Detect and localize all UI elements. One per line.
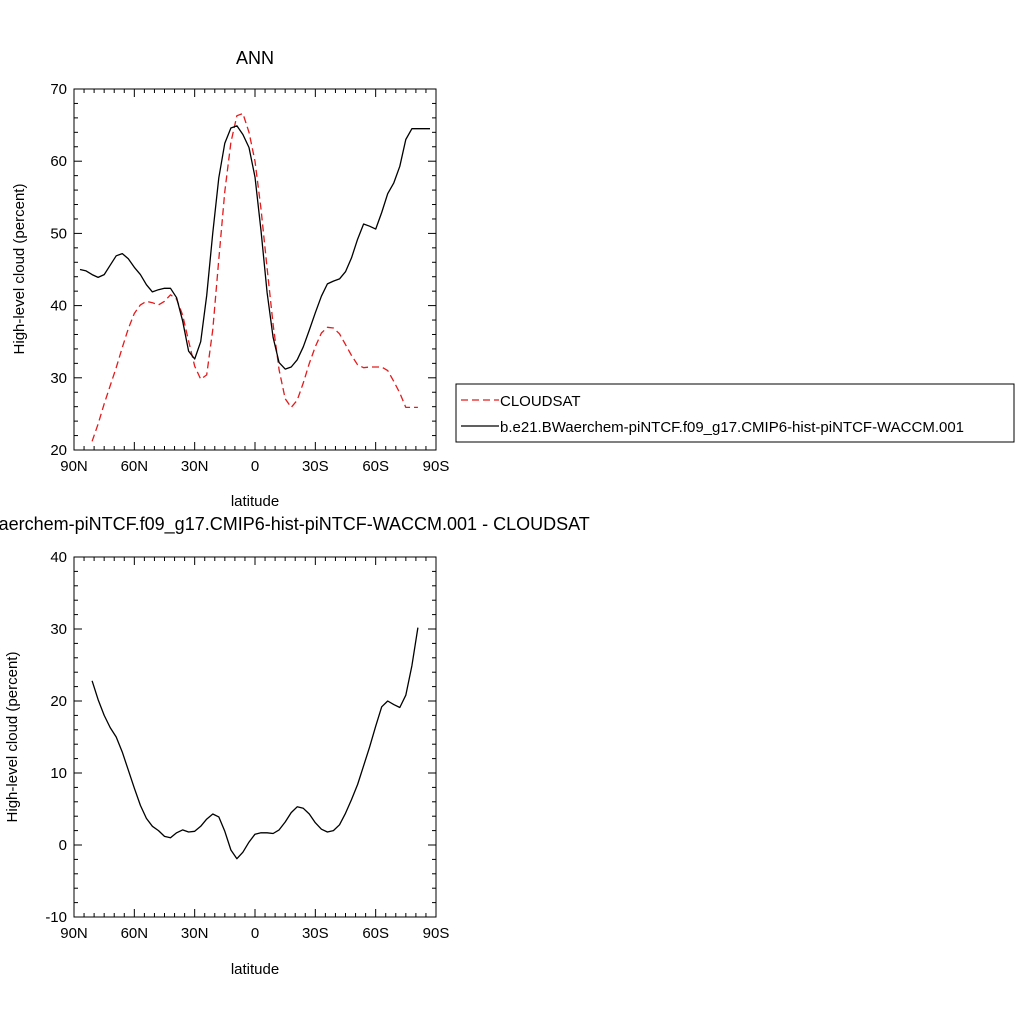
x-tick-label: 60S (362, 925, 389, 942)
y-tick-label: 40 (50, 298, 67, 315)
y-tick-label: -10 (45, 909, 67, 926)
bottom-chart-ticks: 90N 60N 30N 0 30S 60S 90S -10 0 10 20 30 40 (45, 549, 449, 942)
y-tick-label: 60 (50, 153, 67, 170)
bottom-chart-title: b.e21.BWaerchem-piNTCF.f09_g17.CMIP6-his… (0, 514, 590, 535)
x-tick-label: 90S (423, 925, 450, 942)
y-tick-label: 50 (50, 225, 67, 242)
y-tick-label: 20 (50, 442, 67, 459)
x-tick-label: 60N (121, 458, 149, 475)
x-tick-label: 30N (181, 925, 209, 942)
y-tick-label: 40 (50, 549, 67, 566)
x-tick-label: 30S (302, 925, 329, 942)
y-tick-label: 20 (50, 693, 67, 710)
x-tick-label: 30S (302, 458, 329, 475)
top-chart-series-line-cloudsat (91, 112, 418, 442)
bottom-chart-y-axis-title: High-level cloud (percent) (4, 652, 21, 823)
bottom-chart-series-line-model (91, 627, 419, 860)
y-tick-label: 70 (50, 81, 67, 98)
y-tick-label: 30 (50, 621, 67, 638)
top-chart-legend: CLOUDSAT b.e21.BWaerchem-piNTCF.f09_g17.… (455, 383, 1015, 443)
bottom-chart-series-lines (91, 627, 419, 860)
x-tick-label: 60S (362, 458, 389, 475)
top-chart-plot-frame (73, 88, 437, 451)
x-tick-label: 90S (423, 458, 450, 475)
bottom-chart-x-axis-title: latitude (231, 961, 279, 978)
legend-box (455, 383, 1015, 443)
legend-label-model: b.e21.BWaerchem-piNTCF.f09_g17.CMIP6-his… (500, 419, 964, 436)
y-tick-label: 30 (50, 370, 67, 387)
top-chart-y-axis-title: High-level cloud (percent) (11, 184, 28, 355)
bottom-chart: b.e21.BWaerchem-piNTCF.f09_g17.CMIP6-his… (0, 514, 590, 978)
x-tick-label: 60N (121, 925, 149, 942)
top-chart-x-axis-title: latitude (231, 493, 279, 510)
top-chart-series-line-model (79, 125, 430, 370)
legend-label-cloudsat: CLOUDSAT (500, 393, 581, 410)
bottom-chart-plot-frame (73, 556, 437, 918)
y-tick-label: 0 (59, 837, 67, 854)
top-chart: ANN 90N 60N 30N 0 30S 60S 90S 20 30 40 50 60 70 lati… (11, 48, 1015, 510)
x-tick-label: 0 (251, 458, 259, 475)
top-chart-ticks: 90N 60N 30N 0 30S 60S 90S 20 30 40 50 60 70 (50, 81, 449, 475)
x-tick-label: 90N (60, 925, 88, 942)
x-tick-label: 30N (181, 458, 209, 475)
x-tick-label: 0 (251, 925, 259, 942)
x-tick-label: 90N (60, 458, 88, 475)
y-tick-label: 10 (50, 765, 67, 782)
top-chart-series-lines (79, 112, 430, 442)
top-chart-title: ANN (236, 48, 274, 68)
